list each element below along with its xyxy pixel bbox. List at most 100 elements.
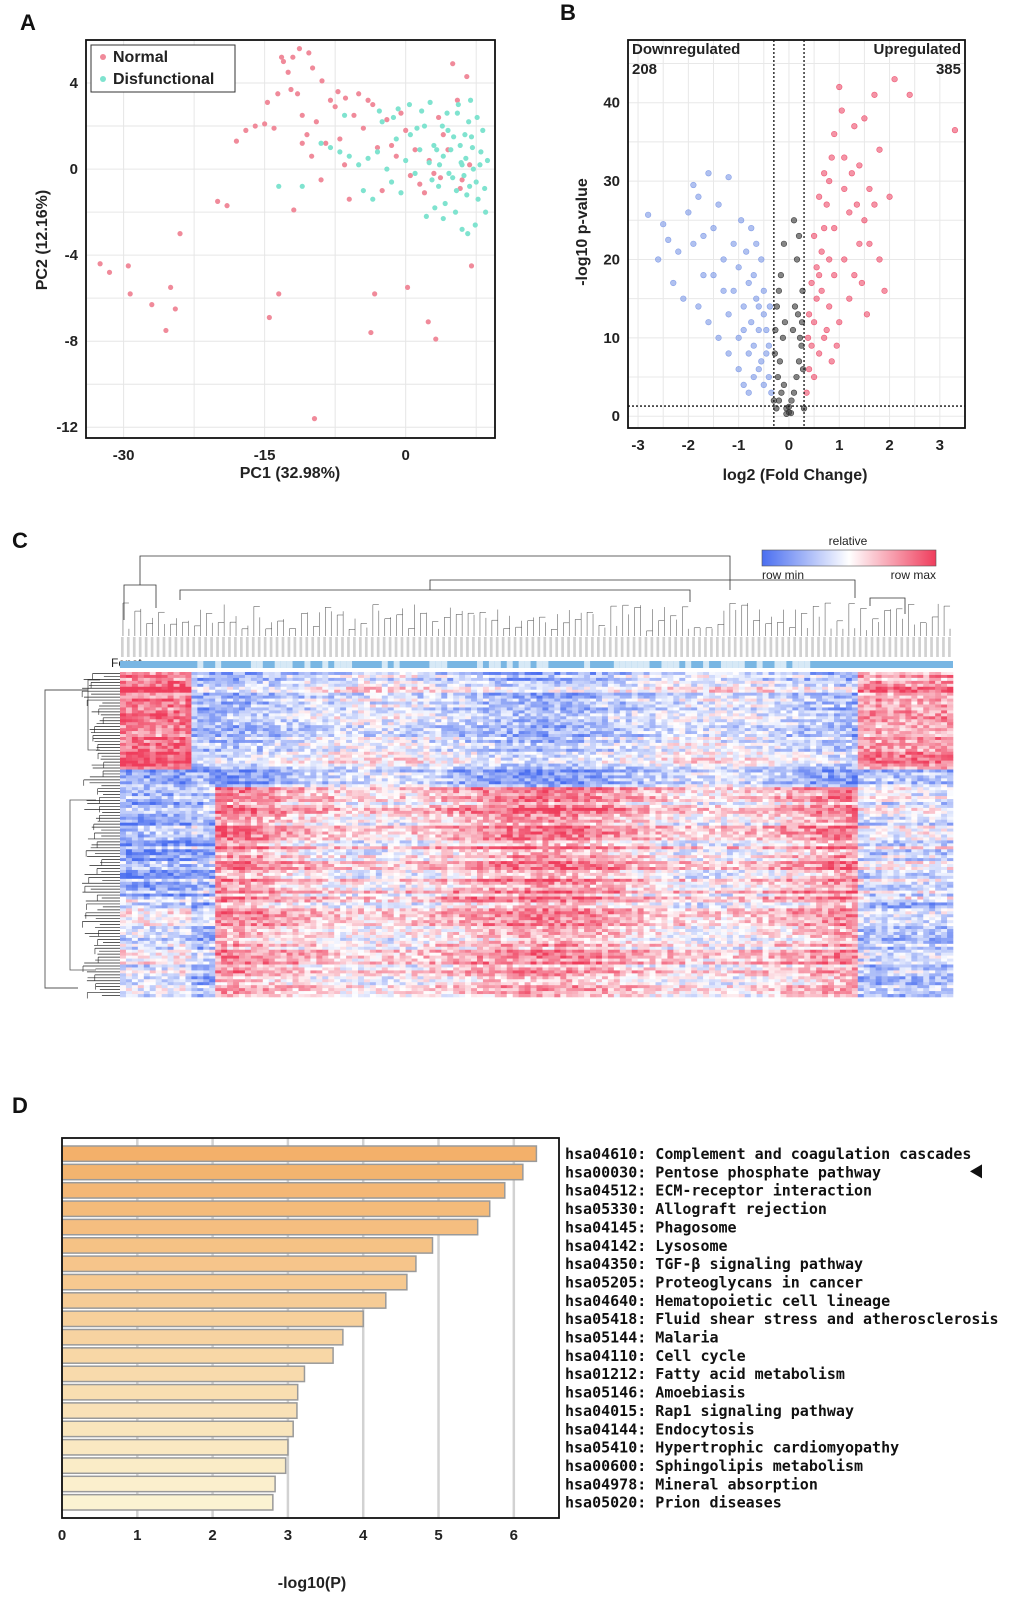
heatmap-cell: [590, 742, 597, 747]
heatmap-cell: [274, 751, 281, 756]
heatmap-cell: [161, 731, 168, 735]
heatmap-cell: [643, 742, 650, 747]
heatmap-cell: [798, 707, 805, 711]
volcano-point-down: [758, 358, 765, 365]
heatmap-cell: [613, 707, 621, 711]
heatmap-cell: [935, 737, 942, 741]
heatmap-cell: [244, 710, 252, 714]
heatmap-cell: [447, 672, 454, 676]
heatmap-cell: [411, 748, 418, 753]
heatmap-cell: [262, 754, 270, 758]
heatmap-cell: [340, 742, 347, 747]
heatmap-cell: [268, 674, 275, 679]
heatmap-cell: [173, 728, 180, 732]
heatmap-cell: [869, 722, 876, 726]
heatmap-cell: [691, 707, 698, 711]
heatmap-cell: [750, 692, 757, 696]
heatmap-cell: [596, 672, 603, 676]
heatmap-cell: [530, 707, 537, 711]
heatmap-cell: [578, 683, 585, 688]
heatmap-cell: [905, 695, 912, 699]
heatmap-cell: [447, 716, 454, 720]
heatmap-cell: [637, 737, 644, 741]
heatmap-cell: [500, 680, 508, 685]
heatmap-cell: [560, 689, 567, 693]
heatmap-cell: [512, 674, 519, 679]
heatmap-cell: [601, 683, 609, 688]
heatmap-cell: [292, 722, 299, 726]
column-label-mark: [454, 637, 457, 657]
heatmap-cell: [149, 686, 156, 691]
volcano-point-down: [725, 174, 732, 181]
heatmap-cell: [352, 754, 359, 758]
heatmap-cell: [691, 742, 698, 747]
heatmap-cell: [792, 722, 799, 726]
heatmap-cell: [697, 695, 704, 699]
heatmap-cell: [250, 704, 258, 708]
pca-point-disfunctional: [440, 153, 446, 159]
heatmap-cell: [203, 754, 210, 758]
heatmap-cell: [667, 719, 674, 723]
heatmap-cell: [863, 734, 870, 738]
heatmap-cell: [887, 683, 894, 688]
heatmap-cell: [435, 677, 442, 682]
heatmap-cell: [453, 695, 460, 699]
heatmap-cell: [590, 672, 597, 676]
pca-point-disfunctional: [472, 222, 478, 228]
heatmap-cell: [780, 713, 787, 717]
heatmap-cell: [834, 731, 841, 735]
heatmap-cell: [155, 689, 162, 693]
heatmap-cell: [161, 701, 168, 705]
volcano-point-down: [735, 334, 742, 341]
heatmap-cell: [482, 745, 490, 750]
heatmap-cell: [542, 745, 549, 750]
heatmap-cell: [411, 704, 418, 708]
heatmap-cell: [429, 704, 436, 708]
heatmap-cell: [863, 751, 870, 756]
heatmap-cell: [715, 698, 722, 702]
panel-label-b: B: [560, 0, 576, 25]
heatmap-cell: [316, 734, 323, 738]
heatmap-cell: [340, 672, 347, 676]
heatmap-cell: [607, 745, 615, 750]
heatmap-cell: [191, 725, 198, 729]
heatmap-cell: [179, 686, 186, 691]
heatmap-cell: [875, 728, 882, 732]
heatmap-cell: [316, 692, 323, 696]
heatmap-cell: [358, 707, 365, 711]
heatmap-cell: [923, 689, 930, 693]
heatmap-cell: [738, 680, 746, 685]
heatmap-cell: [411, 751, 418, 756]
heatmap-cell: [506, 742, 513, 747]
heatmap-cell: [381, 739, 389, 744]
heatmap-cell: [125, 754, 133, 758]
pca-legend-normal-label: Normal: [113, 49, 168, 66]
heatmap-cell: [792, 707, 799, 711]
heatmap-cell: [131, 748, 139, 753]
heatmap-cell: [137, 719, 145, 723]
heatmap-cell: [744, 683, 751, 688]
heatmap-cell: [655, 707, 662, 711]
heatmap-cell: [494, 719, 502, 723]
heatmap-cell: [292, 695, 299, 699]
column-label-mark: [150, 637, 154, 657]
heatmap-cell: [143, 713, 151, 717]
heatmap-cell: [500, 674, 508, 679]
heatmap-cell: [453, 728, 460, 732]
heatmap-cell: [798, 716, 805, 720]
heatmap-cell: [947, 707, 954, 711]
heatmap-cell: [429, 751, 436, 756]
heatmap-cell: [143, 722, 151, 726]
heatmap-cell: [947, 674, 954, 679]
heatmap-cell: [334, 716, 341, 720]
heatmap-cell: [304, 680, 311, 685]
heatmap-cell: [857, 692, 865, 696]
heatmap-cell: [131, 719, 139, 723]
volcano-point-down: [730, 287, 737, 294]
heatmap-cell: [673, 739, 680, 744]
heatmap-cell: [816, 698, 823, 702]
volcano-point-down: [695, 193, 702, 200]
heatmap-cell: [167, 734, 174, 738]
heatmap-cell: [197, 737, 204, 741]
heatmap-cell: [340, 734, 347, 738]
